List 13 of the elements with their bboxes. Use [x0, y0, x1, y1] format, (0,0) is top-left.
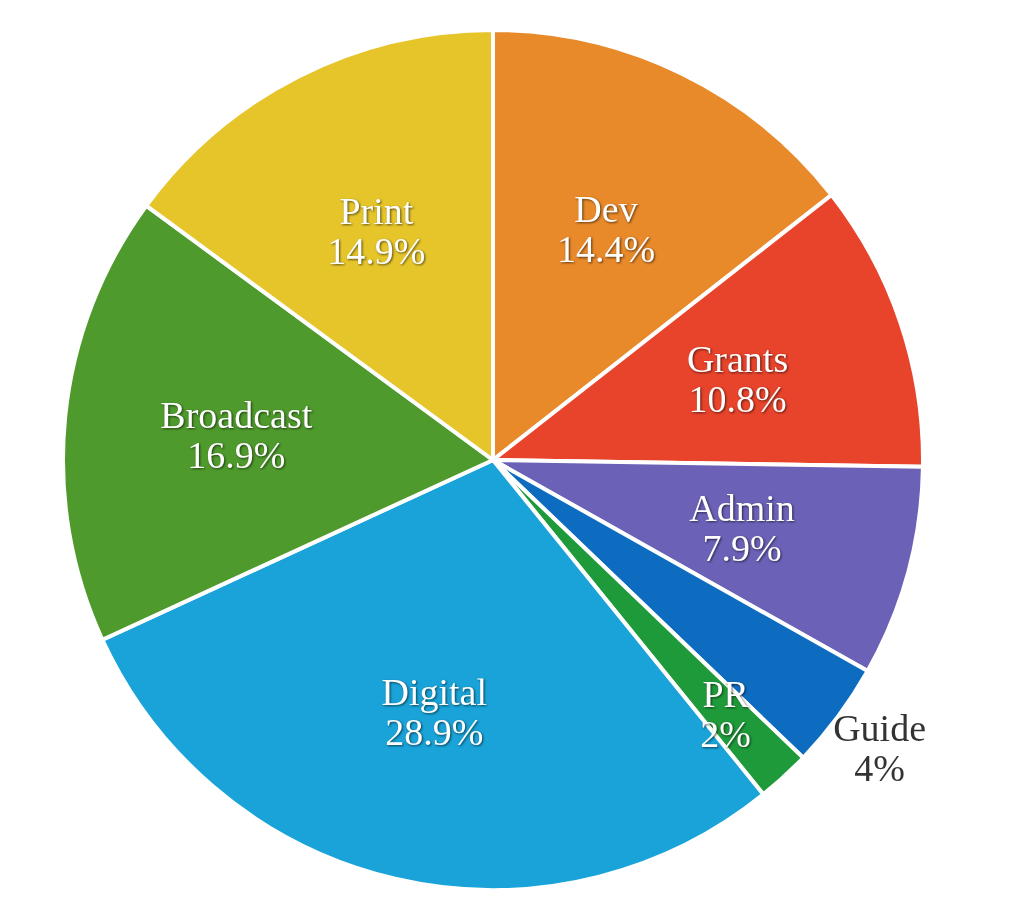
data-label: 14.9% — [327, 229, 426, 272]
data-label: 16.9% — [187, 434, 286, 477]
data-label: 10.8% — [688, 377, 787, 420]
slice-label: Digital — [381, 671, 488, 714]
data-label: 7.9% — [702, 527, 782, 570]
slice-label: Admin — [689, 487, 795, 530]
data-label: 4% — [854, 747, 905, 790]
slice-label: Broadcast — [160, 394, 313, 437]
slice-label: Guide — [833, 707, 927, 750]
slice-label: Print — [339, 189, 414, 232]
slice-label: Grants — [686, 337, 789, 380]
slice-label: Dev — [574, 188, 638, 231]
data-label: 14.4% — [556, 228, 656, 271]
